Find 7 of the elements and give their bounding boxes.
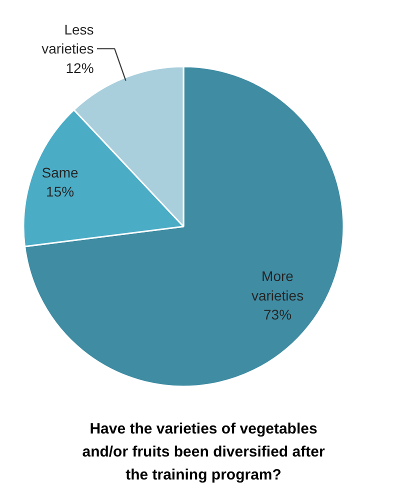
data-label: 12% bbox=[66, 60, 94, 76]
slice-label: More varieties bbox=[251, 268, 304, 304]
data-label: 73% bbox=[264, 306, 292, 322]
text: Have the varieties of vegetables and/or fruits been diversified after the training program? bbox=[82, 420, 325, 484]
data-label: 15% bbox=[46, 184, 74, 200]
slice-label: Less varieties bbox=[42, 22, 94, 57]
slice-label: Same bbox=[42, 164, 79, 180]
